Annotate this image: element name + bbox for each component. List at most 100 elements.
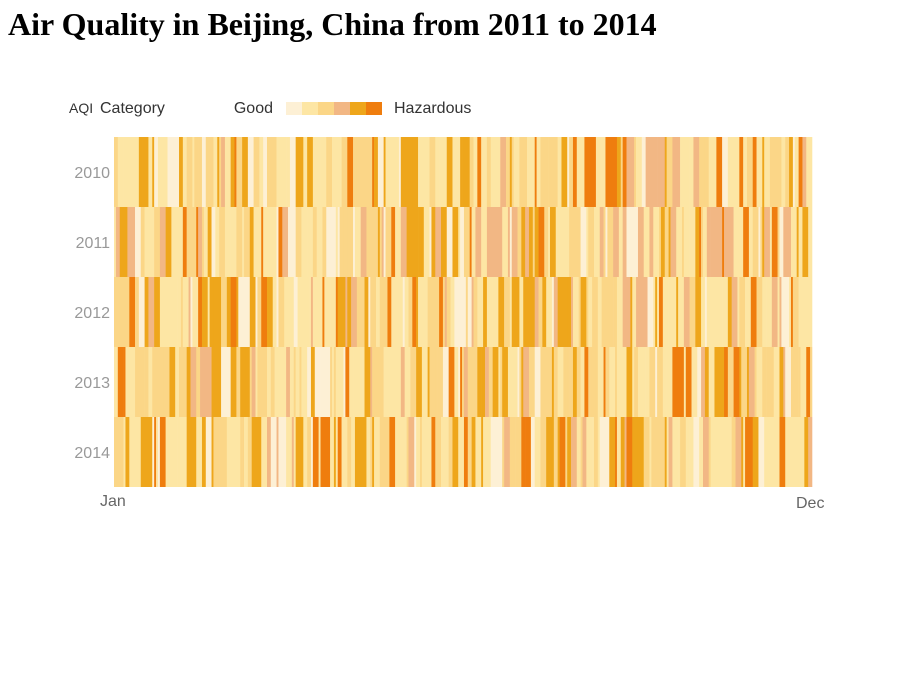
day-cell bbox=[595, 347, 599, 417]
day-cell bbox=[192, 137, 195, 207]
day-cell bbox=[469, 207, 472, 277]
day-cell bbox=[590, 347, 597, 417]
day-cell bbox=[681, 207, 685, 277]
day-cell bbox=[295, 417, 302, 487]
day-cell bbox=[603, 347, 606, 417]
day-cell bbox=[366, 207, 379, 277]
day-cell bbox=[502, 347, 509, 417]
day-cell bbox=[542, 277, 547, 347]
day-cell bbox=[722, 207, 725, 277]
day-cell bbox=[213, 137, 218, 207]
day-cell bbox=[282, 137, 287, 207]
day-cell bbox=[179, 347, 182, 417]
day-cell bbox=[165, 207, 172, 277]
day-cell bbox=[486, 417, 492, 487]
day-cell bbox=[119, 207, 128, 277]
day-cell bbox=[563, 347, 566, 417]
day-cell bbox=[683, 207, 690, 277]
day-cell bbox=[307, 417, 312, 487]
day-cell bbox=[683, 347, 687, 417]
day-cell bbox=[253, 207, 258, 277]
day-cell bbox=[500, 207, 503, 277]
day-cell bbox=[152, 137, 155, 207]
day-cell bbox=[572, 347, 578, 417]
day-cell bbox=[219, 417, 226, 487]
day-cell bbox=[387, 277, 392, 347]
day-cell bbox=[266, 417, 272, 487]
day-cell bbox=[653, 207, 660, 277]
day-cell bbox=[636, 277, 648, 347]
day-cell bbox=[152, 207, 155, 277]
page-title: Air Quality in Beijing, China from 2011 … bbox=[8, 6, 657, 42]
day-cell bbox=[215, 207, 220, 277]
day-cell bbox=[616, 417, 620, 487]
day-cell bbox=[129, 347, 136, 417]
day-cell bbox=[540, 347, 553, 417]
day-cell bbox=[444, 137, 448, 207]
day-cell bbox=[678, 417, 681, 487]
day-cell bbox=[595, 137, 599, 207]
day-cell bbox=[743, 207, 750, 277]
day-cell bbox=[404, 347, 411, 417]
day-cell bbox=[299, 347, 302, 417]
day-cell bbox=[706, 207, 711, 277]
year-label-2013: 2013 bbox=[74, 375, 110, 392]
day-cell bbox=[727, 277, 732, 347]
day-cell bbox=[733, 207, 738, 277]
day-cell bbox=[743, 137, 748, 207]
day-cell bbox=[383, 347, 388, 417]
day-cell bbox=[253, 137, 260, 207]
day-cell bbox=[211, 207, 216, 277]
day-cell bbox=[123, 347, 126, 417]
day-cell bbox=[561, 137, 566, 207]
day-cell bbox=[530, 417, 536, 487]
day-cell bbox=[737, 277, 740, 347]
day-cell bbox=[500, 137, 507, 207]
day-cell bbox=[548, 137, 553, 207]
day-cell bbox=[678, 277, 685, 347]
day-cell bbox=[764, 207, 771, 277]
day-cell bbox=[649, 417, 652, 487]
day-cell bbox=[538, 207, 545, 277]
day-cell bbox=[534, 347, 541, 417]
day-cell bbox=[706, 277, 719, 347]
day-cell bbox=[467, 417, 472, 487]
day-cell bbox=[335, 277, 339, 347]
day-cell bbox=[261, 207, 264, 277]
day-cell bbox=[135, 277, 140, 347]
day-cell bbox=[427, 347, 430, 417]
day-cell bbox=[410, 347, 417, 417]
day-cell bbox=[318, 417, 321, 487]
day-cell bbox=[140, 417, 153, 487]
day-cell bbox=[616, 137, 622, 207]
day-cell bbox=[192, 277, 199, 347]
day-cell bbox=[370, 417, 373, 487]
day-cell bbox=[586, 277, 589, 347]
day-cell bbox=[769, 347, 775, 417]
day-cell bbox=[314, 347, 321, 417]
day-cell bbox=[169, 417, 174, 487]
day-cell bbox=[532, 137, 536, 207]
day-cell bbox=[507, 207, 511, 277]
day-cell bbox=[601, 277, 614, 347]
day-cell bbox=[582, 417, 587, 487]
day-cell bbox=[421, 417, 432, 487]
day-cell bbox=[385, 207, 392, 277]
day-cell bbox=[691, 347, 698, 417]
day-cell bbox=[198, 137, 203, 207]
day-cell bbox=[421, 347, 428, 417]
day-cell bbox=[463, 347, 469, 417]
day-cell bbox=[226, 207, 231, 277]
day-cell bbox=[201, 417, 207, 487]
day-cell bbox=[519, 137, 522, 207]
day-cell bbox=[286, 137, 291, 207]
day-cell bbox=[266, 347, 272, 417]
day-cell bbox=[649, 207, 654, 277]
day-cell bbox=[567, 347, 570, 417]
day-cell bbox=[276, 417, 279, 487]
day-cell bbox=[221, 277, 228, 347]
day-cell bbox=[475, 347, 478, 417]
day-cell bbox=[247, 417, 252, 487]
day-cell bbox=[521, 207, 526, 277]
day-cell bbox=[421, 207, 425, 277]
